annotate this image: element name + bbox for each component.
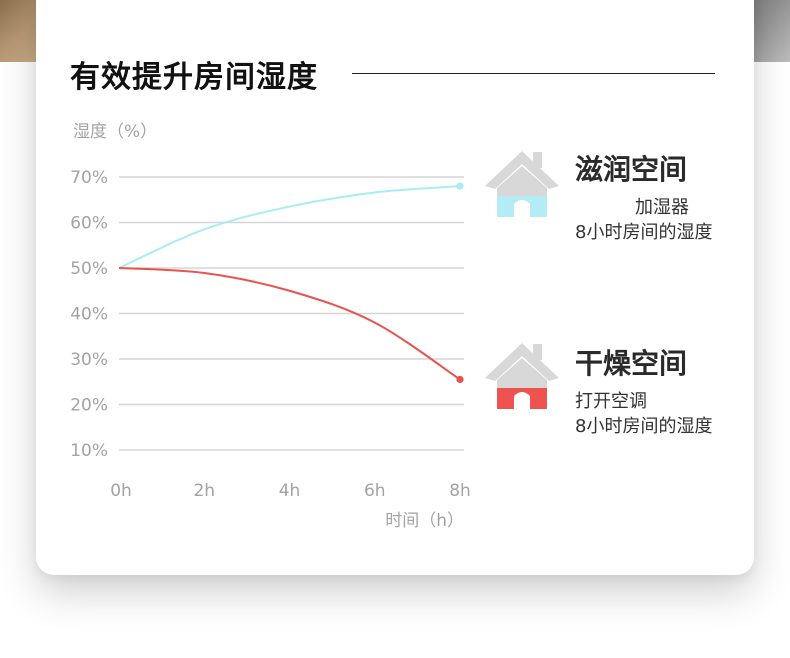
y-tick-label: 70% — [70, 168, 108, 188]
legend-desc-moist: 8小时房间的湿度 — [575, 222, 713, 243]
legend-title-moist: 滋润空间 — [575, 153, 688, 186]
legend-title-dry: 干燥空间 — [575, 347, 688, 380]
x-tick-label: 2h — [193, 481, 215, 501]
house-icon — [485, 343, 559, 409]
title-rule — [352, 73, 715, 74]
y-tick-label: 20% — [70, 396, 108, 416]
house-icon — [485, 151, 559, 217]
y-tick-label: 60% — [70, 214, 108, 234]
x-tick-label: 4h — [279, 481, 301, 501]
x-tick-label: 6h — [364, 481, 386, 501]
series-endpoint-dry — [456, 375, 464, 384]
legend-desc-dry: 8小时房间的湿度 — [575, 416, 713, 437]
y-tick-label: 40% — [70, 305, 108, 325]
y-tick-label: 10% — [70, 441, 108, 461]
y-axis-title: 湿度（%） — [73, 122, 157, 142]
x-tick-label: 0h — [110, 481, 132, 501]
series-line-dry — [118, 267, 461, 381]
chart-card — [36, 0, 754, 575]
legend-device-moist: 加湿器 — [635, 197, 689, 218]
y-tick-label: 30% — [70, 350, 108, 370]
series-endpoint-moist — [456, 182, 464, 190]
page-title: 有效提升房间湿度 — [70, 60, 318, 95]
y-tick-label: 50% — [70, 259, 108, 279]
x-axis-title: 时间（h） — [385, 511, 464, 531]
x-tick-label: 8h — [449, 481, 471, 501]
legend-device-dry: 打开空调 — [575, 391, 647, 412]
series-line-moist — [118, 185, 461, 269]
